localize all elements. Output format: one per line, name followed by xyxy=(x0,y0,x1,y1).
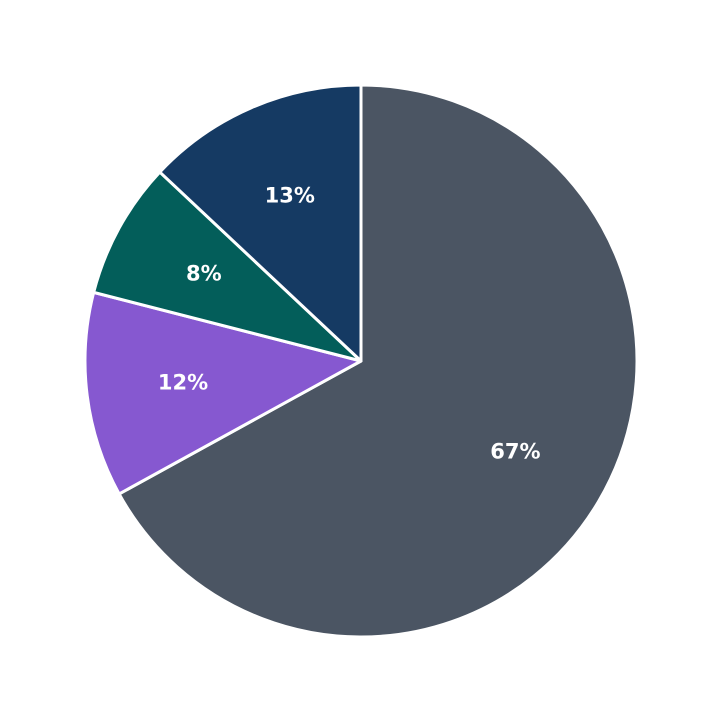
slice-label: 8% xyxy=(186,262,222,286)
slice-label: 67% xyxy=(490,439,540,463)
pie-slice xyxy=(83,290,363,496)
slice-label: 13% xyxy=(265,183,315,207)
pie-slice xyxy=(92,170,363,363)
pie-slice xyxy=(158,83,363,363)
pie-slice xyxy=(117,83,639,639)
slice-label: 12% xyxy=(158,370,208,394)
